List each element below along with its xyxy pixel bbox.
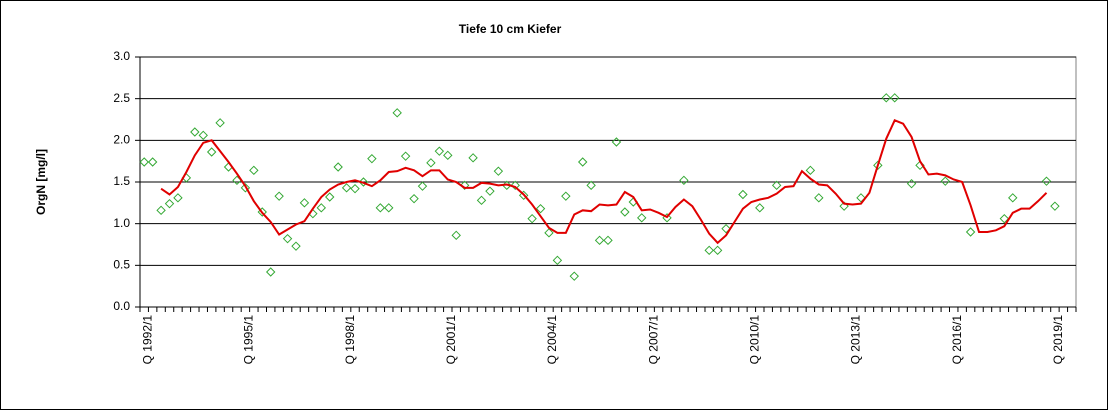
data-point xyxy=(999,213,1010,224)
data-point xyxy=(190,127,200,137)
data-point xyxy=(350,183,360,194)
data-point xyxy=(577,157,588,167)
data-point xyxy=(552,255,563,266)
data-point xyxy=(325,192,335,202)
data-point xyxy=(443,150,453,161)
data-point xyxy=(771,180,782,191)
data-point xyxy=(459,180,470,191)
data-point xyxy=(527,213,537,224)
data-point xyxy=(679,175,689,186)
chart-title: Tiefe 10 cm Kiefer xyxy=(459,22,562,36)
data-point xyxy=(265,267,276,277)
data-point xyxy=(468,153,478,163)
data-point xyxy=(721,223,731,234)
data-point xyxy=(409,193,419,204)
data-point xyxy=(147,157,158,167)
data-point xyxy=(940,176,951,186)
data-point xyxy=(712,245,723,256)
x-tick-label: Q 2010/1 xyxy=(748,315,762,365)
data-point xyxy=(637,213,647,223)
y-tick-label: 1.0 xyxy=(113,216,130,230)
y-tick-label: 3.0 xyxy=(113,49,130,63)
data-point xyxy=(1041,176,1052,186)
x-tick-label: Q 2013/1 xyxy=(849,315,863,365)
x-tick-label: Q 2007/1 xyxy=(646,315,660,365)
data-point xyxy=(426,158,436,168)
data-point xyxy=(299,198,310,208)
data-point xyxy=(358,177,369,187)
data-point xyxy=(965,227,976,237)
data-point xyxy=(282,233,293,244)
data-point xyxy=(518,190,529,201)
data-point xyxy=(704,245,714,256)
data-point xyxy=(611,137,622,147)
data-point xyxy=(510,180,520,191)
data-point xyxy=(215,118,225,128)
y-tick-label: 0.0 xyxy=(113,299,130,313)
data-point xyxy=(881,93,891,103)
y-tick-label: 1.5 xyxy=(113,174,130,188)
x-tick-label: Q 1992/1 xyxy=(140,315,154,365)
y-tick-label: 2.0 xyxy=(113,133,130,147)
data-point xyxy=(198,130,208,141)
data-point xyxy=(1008,193,1018,203)
data-point xyxy=(873,160,883,171)
data-point xyxy=(906,178,917,189)
y-tick-label: 2.5 xyxy=(113,91,130,105)
data-point xyxy=(485,186,495,196)
data-point xyxy=(451,230,461,241)
data-point xyxy=(375,203,386,213)
y-axis-label: OrgN [mg/l] xyxy=(34,149,48,215)
data-point xyxy=(1050,201,1060,211)
data-point xyxy=(603,235,613,246)
data-point xyxy=(249,165,259,176)
data-point xyxy=(561,191,571,201)
data-point xyxy=(164,198,175,209)
data-point xyxy=(814,193,824,203)
data-point xyxy=(367,153,377,164)
x-tick-label: Q 2016/1 xyxy=(950,315,964,365)
data-point xyxy=(139,157,149,167)
trend-line xyxy=(160,119,1048,245)
data-point xyxy=(434,146,445,156)
data-point xyxy=(240,183,251,193)
data-point xyxy=(620,207,630,217)
data-point xyxy=(291,241,301,251)
x-tick-label: Q 1995/1 xyxy=(242,315,256,365)
data-point xyxy=(544,228,554,238)
data-point xyxy=(755,203,765,213)
x-tick-label: Q 2019/1 xyxy=(1051,315,1065,365)
data-point xyxy=(341,183,352,193)
data-point xyxy=(889,93,900,103)
data-point xyxy=(586,180,596,191)
data-point xyxy=(856,193,866,203)
data-point xyxy=(156,205,166,216)
data-point xyxy=(569,271,579,281)
x-tick-label: Q 2004/1 xyxy=(545,315,559,365)
data-point xyxy=(594,235,605,246)
data-point xyxy=(173,193,183,203)
data-point xyxy=(805,165,816,176)
x-tick-label: Q 2001/1 xyxy=(444,315,458,365)
data-point xyxy=(392,108,402,118)
data-point xyxy=(535,203,546,214)
data-point xyxy=(206,147,217,157)
data-point xyxy=(333,162,343,172)
data-point xyxy=(417,181,428,191)
data-point xyxy=(738,189,748,200)
y-tick-label: 0.5 xyxy=(113,258,130,272)
data-point xyxy=(384,203,394,213)
data-point xyxy=(493,166,504,176)
data-point xyxy=(476,195,487,206)
x-tick-label: Q 1998/1 xyxy=(343,315,357,365)
data-point xyxy=(274,191,284,201)
data-point xyxy=(400,151,411,161)
data-point xyxy=(316,203,327,213)
